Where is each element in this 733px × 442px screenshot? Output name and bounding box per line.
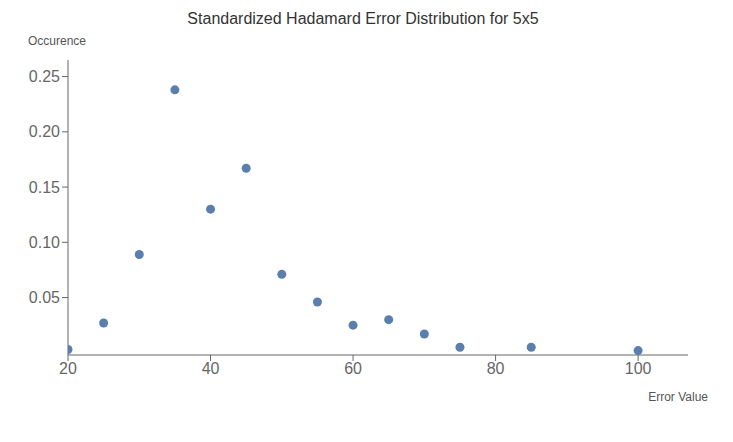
svg-text:80: 80 (487, 360, 505, 377)
svg-text:100: 100 (625, 360, 652, 377)
svg-text:20: 20 (59, 360, 77, 377)
svg-text:0.10: 0.10 (29, 234, 60, 251)
svg-text:0.25: 0.25 (29, 68, 60, 85)
svg-text:60: 60 (344, 360, 362, 377)
svg-text:0.15: 0.15 (29, 179, 60, 196)
html-text:Occurence: Occurence (28, 34, 86, 48)
svg-text:40: 40 (202, 360, 220, 377)
svg-text:0.20: 0.20 (29, 123, 60, 140)
html-text:Standardized Hadamard Error Di: Standardized Hadamard Error Distribution… (187, 10, 539, 27)
html-text:Error Value: Error Value (648, 390, 708, 404)
svg-text:0.05: 0.05 (29, 289, 60, 306)
